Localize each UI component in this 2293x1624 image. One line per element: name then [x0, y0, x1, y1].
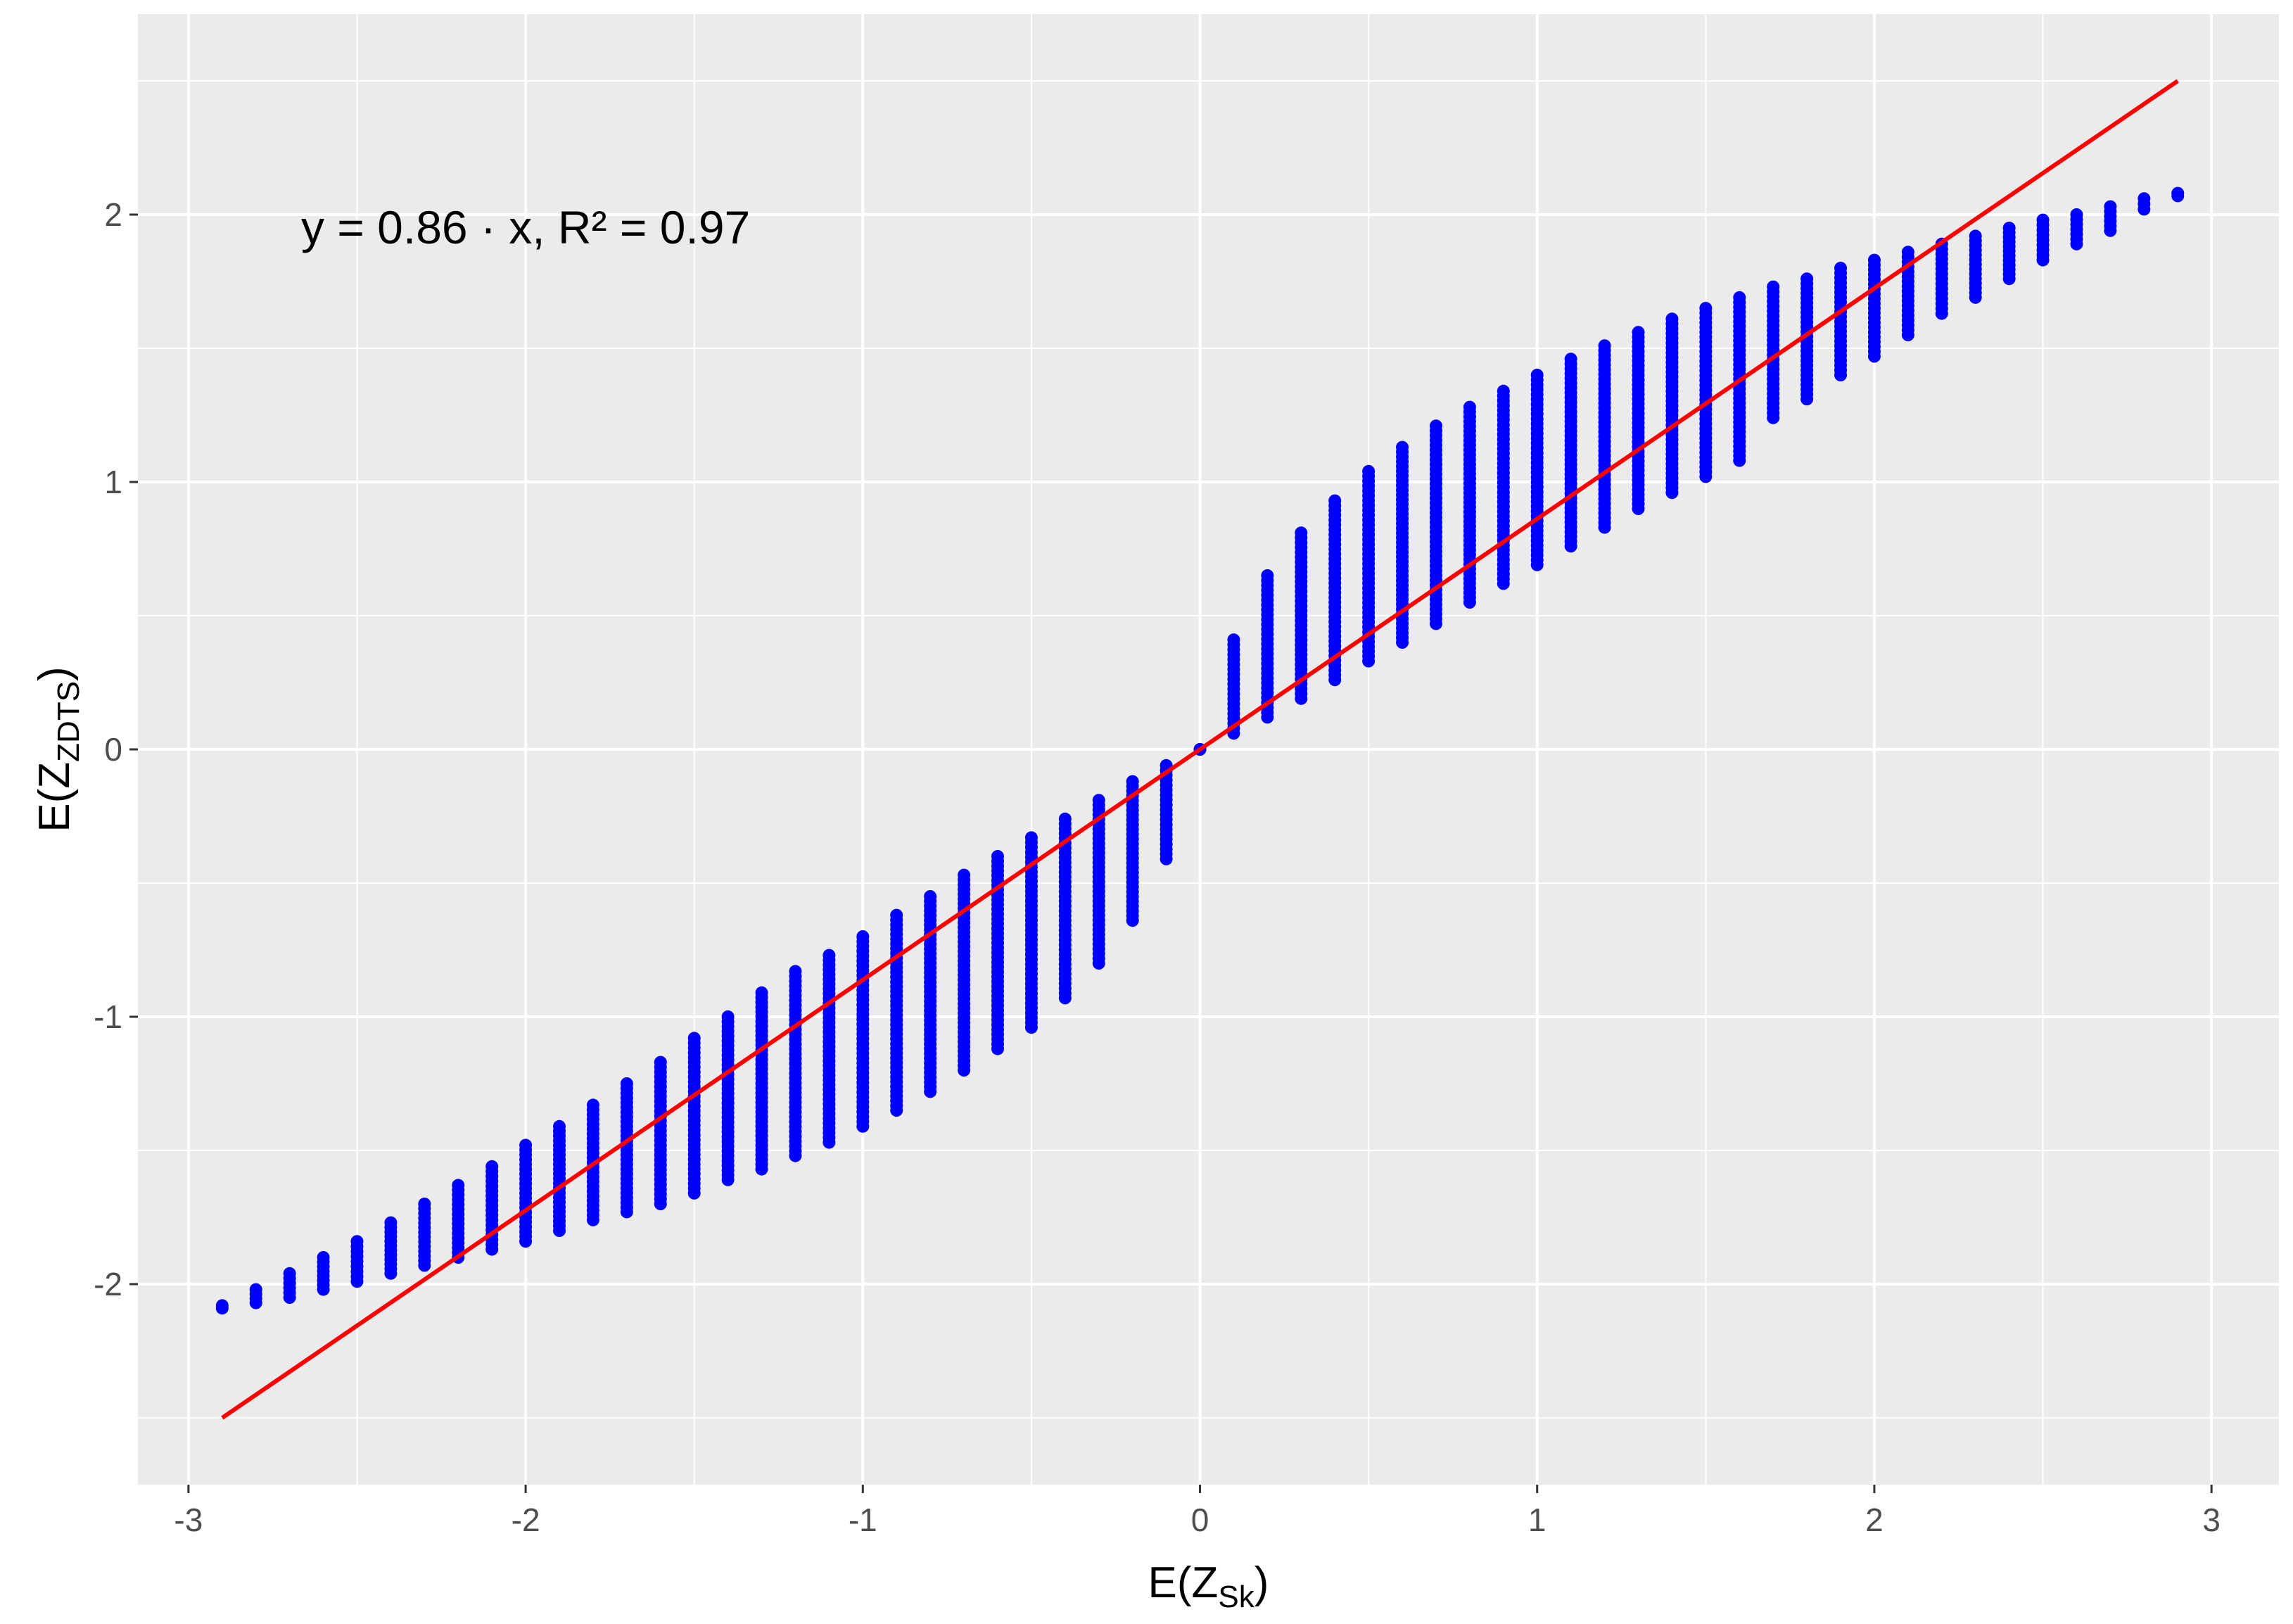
data-point: [654, 1055, 667, 1069]
data-point: [755, 986, 768, 999]
x-axis-title-sub: Sk: [1218, 1580, 1255, 1614]
data-point: [1092, 794, 1105, 807]
data-point: [1261, 569, 1274, 582]
data-point: [1396, 440, 1409, 454]
y-tick-label: -2: [94, 1266, 122, 1302]
data-point: [1362, 464, 1376, 478]
data-point: [2036, 213, 2050, 227]
data-point: [1126, 775, 1139, 788]
data-point: [317, 1251, 330, 1264]
data-point: [2171, 186, 2185, 200]
y-axis-title-base: E(Z: [30, 762, 79, 832]
data-point: [1733, 291, 1746, 304]
y-axis-title-sub: ZDTS: [51, 681, 86, 762]
data-point: [1901, 246, 1914, 259]
x-tick-label: 1: [1528, 1502, 1546, 1538]
data-point: [2002, 222, 2016, 234]
data-point: [452, 1179, 465, 1192]
data-point: [721, 1010, 735, 1023]
data-point: [991, 850, 1004, 863]
data-point: [2070, 208, 2083, 221]
y-axis-title-close: ): [30, 666, 79, 681]
y-tick-label: -1: [94, 998, 122, 1035]
data-point: [1227, 633, 1240, 647]
data-point: [1429, 419, 1442, 433]
data-point: [1598, 339, 1611, 353]
data-point: [1295, 526, 1308, 540]
x-tick-label: -3: [174, 1502, 203, 1538]
data-point: [687, 1032, 701, 1045]
data-point: [249, 1283, 262, 1296]
data-point: [620, 1077, 633, 1090]
x-axis-title-base: E(Z: [1148, 1559, 1219, 1607]
data-point: [1969, 229, 1982, 243]
data-point: [1058, 812, 1072, 825]
data-point: [958, 868, 971, 882]
x-axis-title-close: ): [1255, 1559, 1269, 1607]
data-point: [1867, 253, 1881, 267]
data-point: [822, 949, 836, 962]
fit-line: [221, 79, 2179, 1420]
data-point: [789, 965, 802, 978]
data-point: [283, 1267, 296, 1280]
data-point: [1463, 400, 1476, 414]
data-point: [586, 1098, 599, 1112]
data-point: [2138, 192, 2151, 205]
data-point: [1699, 302, 1713, 315]
y-axis-title: E(ZZDTS): [30, 666, 86, 832]
x-tick-label: 3: [2202, 1502, 2221, 1538]
data-point: [418, 1198, 431, 1210]
y-tick-label: 1: [104, 464, 122, 500]
y-tick-label: 2: [104, 196, 122, 233]
data-point: [1497, 384, 1510, 398]
data-points: [215, 186, 2185, 1315]
grid-major: [138, 14, 2279, 1485]
data-point: [1530, 369, 1544, 381]
data-point: [1834, 262, 1848, 274]
regression-annotation: y = 0.86 · x, R² = 0.97: [301, 201, 750, 253]
x-axis-title: E(ZSk): [1148, 1559, 1269, 1614]
data-point: [1564, 353, 1577, 366]
y-tick-label: 0: [104, 731, 122, 768]
data-point: [519, 1138, 533, 1152]
x-tick-label: 0: [1191, 1502, 1209, 1538]
data-point: [485, 1160, 499, 1173]
x-axis-ticks: -3 -2 -1 0 1 2 3: [174, 1485, 2221, 1538]
y-axis-ticks: -2 -1 0 1 2: [94, 196, 138, 1302]
x-tick-label: -2: [512, 1502, 540, 1538]
data-point: [2104, 200, 2117, 213]
data-point: [856, 930, 870, 943]
data-point: [1767, 280, 1780, 293]
data-point: [1328, 494, 1342, 507]
data-point: [1024, 831, 1038, 844]
data-point: [553, 1119, 566, 1133]
data-point: [350, 1235, 364, 1248]
data-point: [890, 908, 903, 922]
data-point: [1800, 272, 1814, 286]
x-tick-label: -1: [849, 1502, 877, 1538]
data-point: [384, 1216, 398, 1229]
data-point: [1665, 312, 1679, 326]
x-tick-label: 2: [1865, 1502, 1884, 1538]
data-point: [1632, 326, 1645, 339]
data-point: [924, 890, 937, 903]
data-point: [215, 1299, 229, 1312]
